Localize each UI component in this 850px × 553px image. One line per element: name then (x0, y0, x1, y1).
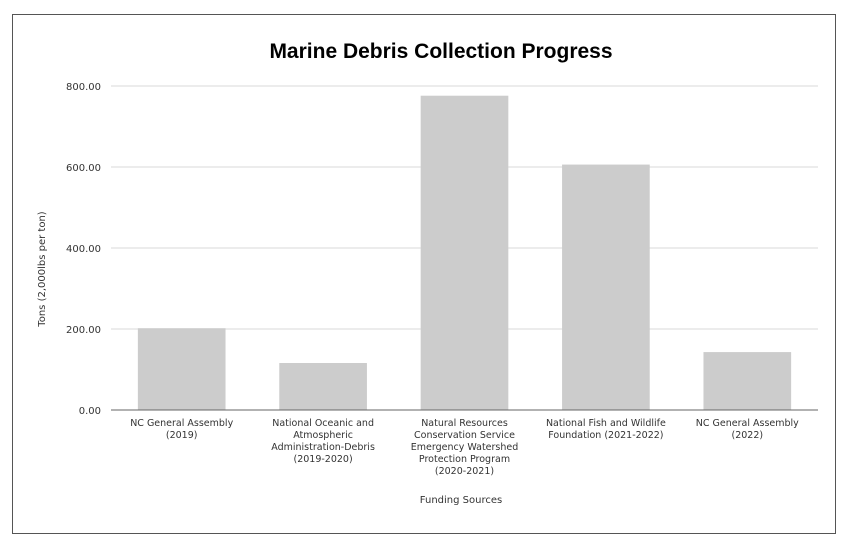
x-tick-label: National Oceanic and Atmospheric Administr… (271, 418, 375, 465)
bar (420, 95, 509, 410)
x-tick-label-line: (2020-2021) (435, 466, 494, 477)
x-tick-label-line: NC General Assembly (696, 418, 799, 429)
y-tick-label: 800.00 (66, 82, 101, 93)
y-tick-label: 400.00 (66, 244, 101, 255)
x-tick-label-line: Protection Program (419, 454, 510, 465)
x-tick-label-line: Conservation Service (414, 430, 515, 441)
chart: Marine Debris Collection Progress 0.00 20… (37, 40, 818, 506)
x-tick-label-line: NC General Assembly (130, 418, 233, 429)
x-tick-label-line: Emergency Watershed (411, 442, 519, 453)
y-tick-label: 600.00 (66, 163, 101, 174)
x-axis-label: Funding Sources (420, 495, 502, 506)
x-tick-label-line: (2022) (732, 430, 764, 441)
x-tick-label-line: National Fish and Wildlife (546, 418, 666, 429)
bar (279, 363, 367, 410)
y-tick-label: 200.00 (66, 325, 101, 336)
bars (137, 95, 792, 410)
x-tick-label-line: Atmospheric (293, 430, 353, 441)
x-tick-label-line: National Oceanic and (272, 418, 374, 429)
y-axis-label: Tons (2,000lbs per ton) (37, 211, 48, 327)
y-tick-labels: 0.00 200.00 400.00 600.00 800.00 (66, 82, 101, 417)
x-tick-label: National Fish and Wildlife Foundation (20… (546, 418, 666, 441)
x-tick-label-line: (2019) (166, 430, 198, 441)
chart-title: Marine Debris Collection Progress (269, 40, 612, 63)
x-tick-label: NC General Assembly (2022) (696, 418, 799, 441)
x-tick-labels: NC General Assembly (2019)National Oceani… (130, 418, 799, 477)
bar (703, 352, 792, 410)
x-tick-label-line: Foundation (2021-2022) (548, 430, 663, 441)
y-tick-label: 0.00 (79, 406, 101, 417)
chart-frame: Marine Debris Collection Progress 0.00 20… (12, 14, 836, 534)
bar (562, 164, 650, 410)
x-tick-label: Natural Resources Conservation Service Eme… (411, 418, 519, 477)
x-tick-label-line: Administration-Debris (271, 442, 375, 453)
x-tick-label-line: Natural Resources (421, 418, 508, 429)
x-tick-label-line: (2019-2020) (293, 454, 352, 465)
x-tick-label: NC General Assembly (2019) (130, 418, 233, 441)
bar (137, 328, 226, 410)
